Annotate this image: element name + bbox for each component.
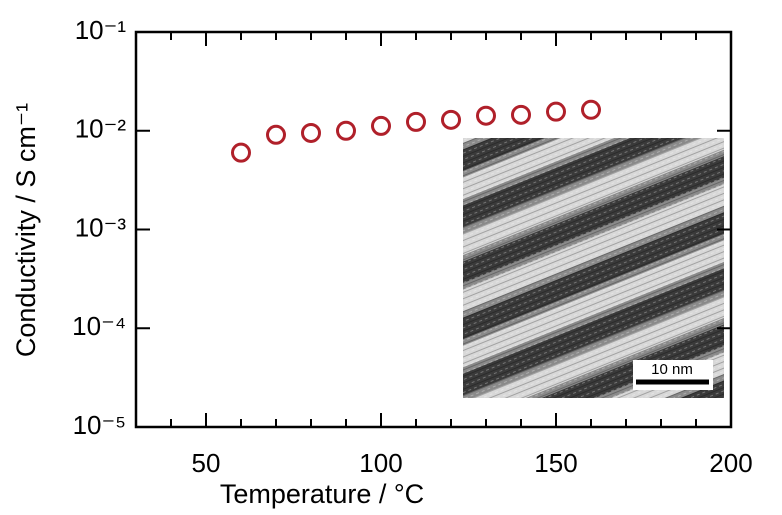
- data-point: [231, 142, 251, 163]
- data-point: [441, 109, 461, 130]
- data-point: [406, 111, 426, 132]
- y-tick-label: 10⁻⁵: [73, 410, 126, 440]
- data-point: [336, 120, 356, 141]
- scale-bar-label: 10 nm: [651, 361, 693, 378]
- y-tick-label: 10⁻³: [75, 212, 127, 242]
- data-point: [546, 101, 566, 122]
- data-point: [511, 104, 531, 125]
- x-tick-label: 50: [192, 448, 221, 478]
- x-tick-label: 100: [359, 448, 402, 478]
- data-point: [371, 115, 391, 136]
- y-tick-label: 10⁻²: [75, 114, 127, 144]
- x-tick-label: 150: [534, 448, 577, 478]
- x-tick-label: 200: [709, 448, 752, 478]
- data-point: [476, 105, 496, 126]
- y-tick-label: 10⁻¹: [75, 15, 127, 45]
- data-point: [301, 122, 321, 143]
- data-point: [581, 99, 601, 120]
- y-tick-label: 10⁻⁴: [72, 311, 126, 341]
- x-axis-label: Temperature / °C: [220, 479, 424, 509]
- y-axis-label: Conductivity / S cm⁻¹: [11, 103, 41, 357]
- data-point: [266, 124, 286, 145]
- inset-image: 10 nm: [463, 138, 724, 398]
